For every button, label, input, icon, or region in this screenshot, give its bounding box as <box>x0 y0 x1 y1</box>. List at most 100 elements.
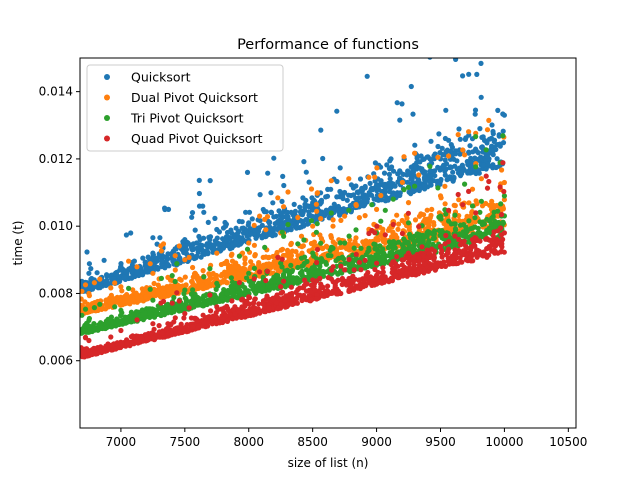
data-point <box>427 218 433 224</box>
data-point <box>278 260 284 266</box>
data-point <box>494 156 500 162</box>
data-point <box>450 178 456 184</box>
data-point <box>130 287 136 293</box>
data-point <box>372 266 378 273</box>
data-point <box>289 267 295 274</box>
data-point <box>369 227 375 234</box>
data-point <box>101 257 107 263</box>
data-point <box>180 302 186 308</box>
data-point <box>196 177 202 183</box>
data-point <box>178 277 184 283</box>
data-point <box>382 232 388 238</box>
data-point <box>432 248 438 254</box>
data-point <box>82 282 89 288</box>
data-point <box>265 255 271 261</box>
data-point <box>447 164 453 170</box>
x-tick-label: 8500 <box>297 435 328 449</box>
data-point <box>246 209 253 215</box>
data-point <box>342 240 348 246</box>
data-point <box>472 107 479 113</box>
data-point <box>429 206 435 212</box>
data-point <box>377 249 383 255</box>
data-point <box>464 228 470 234</box>
data-point <box>239 296 246 302</box>
axes-frame <box>79 57 577 429</box>
data-point <box>369 187 375 193</box>
data-point <box>342 267 348 273</box>
data-point <box>263 227 269 233</box>
data-point <box>171 294 177 301</box>
data-point <box>460 232 466 239</box>
data-point <box>207 244 213 250</box>
data-point <box>435 143 441 150</box>
data-point <box>353 251 359 257</box>
data-point <box>162 206 168 213</box>
data-point <box>213 273 219 279</box>
data-point <box>451 237 457 244</box>
data-point <box>183 246 190 253</box>
data-point <box>182 283 189 289</box>
data-point <box>353 202 359 209</box>
data-point <box>478 94 484 100</box>
data-point <box>294 278 300 284</box>
data-point <box>334 108 340 114</box>
data-point <box>122 314 128 320</box>
data-point <box>310 250 316 256</box>
data-point <box>190 324 196 330</box>
data-point <box>466 218 472 224</box>
data-point <box>280 173 286 179</box>
data-point <box>455 191 461 198</box>
data-point <box>417 185 423 191</box>
data-point <box>419 167 425 174</box>
data-point <box>321 211 327 217</box>
data-point <box>493 239 499 245</box>
data-point <box>473 198 479 204</box>
data-point <box>275 254 281 260</box>
data-point <box>202 315 208 322</box>
data-point <box>486 117 492 123</box>
data-point <box>252 305 258 311</box>
data-point <box>454 158 460 164</box>
data-point <box>446 137 452 143</box>
data-point <box>134 317 140 323</box>
data-point <box>395 192 401 198</box>
data-point <box>107 316 113 322</box>
data-point <box>374 183 380 189</box>
data-point <box>119 341 125 347</box>
data-point <box>80 312 85 318</box>
data-point <box>375 253 381 259</box>
data-point <box>478 176 484 182</box>
data-point <box>381 182 387 189</box>
data-point <box>484 185 491 191</box>
data-point <box>405 250 412 256</box>
data-point <box>300 220 306 226</box>
data-point <box>308 282 314 288</box>
data-point <box>156 323 162 329</box>
data-point <box>353 183 359 189</box>
data-point <box>86 270 92 276</box>
data-point <box>112 280 118 286</box>
data-point <box>466 188 472 194</box>
data-point <box>88 266 94 272</box>
data-point <box>123 232 129 238</box>
data-point <box>479 219 486 225</box>
data-point <box>169 289 175 295</box>
data-point <box>251 232 257 238</box>
data-point <box>412 142 418 148</box>
data-point <box>371 282 377 288</box>
data-point <box>389 270 395 276</box>
data-point <box>339 275 345 282</box>
data-point <box>209 314 215 320</box>
data-point <box>207 266 213 272</box>
data-point <box>91 280 97 286</box>
data-point <box>257 218 263 224</box>
data-point <box>437 150 443 156</box>
data-point <box>439 262 445 268</box>
data-point <box>318 127 324 133</box>
data-point <box>150 250 156 256</box>
data-point <box>486 252 492 258</box>
data-point <box>266 261 272 267</box>
data-point <box>112 304 118 310</box>
data-point <box>339 244 345 250</box>
data-point <box>363 283 369 289</box>
